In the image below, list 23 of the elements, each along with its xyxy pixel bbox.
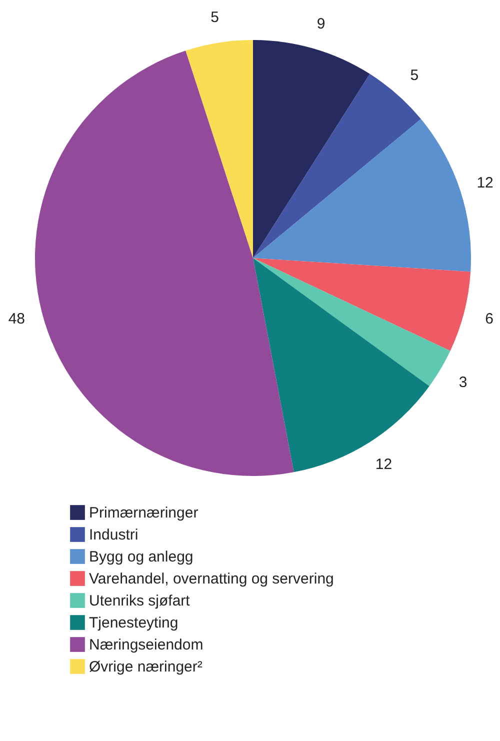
data-label: 12 (476, 174, 494, 192)
data-label: 12 (375, 456, 392, 474)
legend-label: Industri (89, 526, 138, 544)
legend-label: Øvrige næringer² (89, 658, 202, 676)
legend-label: Utenriks sjøfart (89, 592, 191, 610)
pie-slice (35, 50, 294, 476)
legend-label: Bygg og anlegg (89, 548, 194, 566)
pie-slice (253, 258, 471, 351)
pie-slice (253, 40, 370, 258)
pie-slice (186, 40, 253, 258)
legend-label: Varehandel, overnatting og servering (89, 570, 334, 588)
data-label: 5 (210, 9, 219, 26)
pie-slice (253, 258, 450, 386)
legend-label: Tjenesteyting (89, 614, 178, 632)
legend-label: Næringseiendom (89, 636, 204, 654)
data-label: 3 (458, 374, 468, 392)
data-label: 5 (410, 66, 419, 84)
data-label: 9 (316, 16, 326, 33)
data-label: 48 (8, 310, 26, 328)
pie-slice (253, 258, 430, 472)
pie-slice (253, 119, 471, 272)
data-label: 6 (485, 310, 494, 328)
legend-label: Primærnæringer (89, 504, 198, 522)
